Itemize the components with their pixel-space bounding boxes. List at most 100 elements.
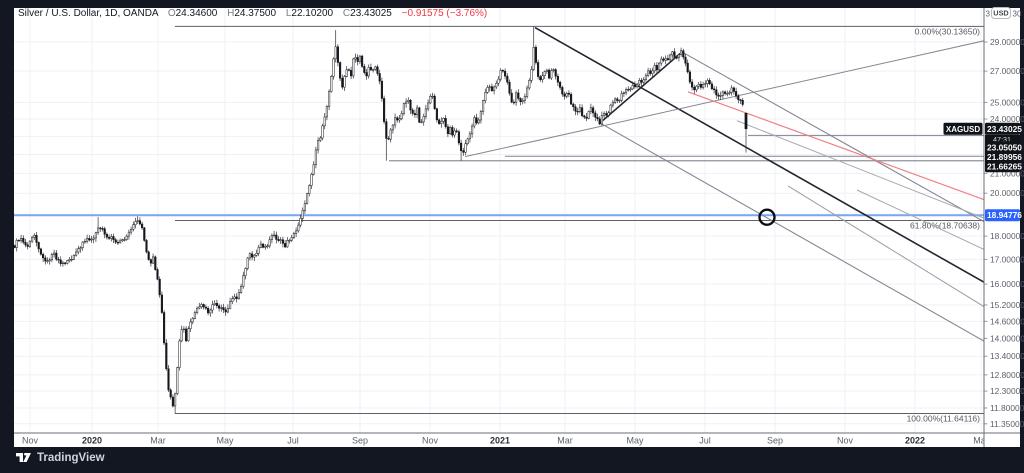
candle-body <box>636 83 639 88</box>
trend-line[interactable] <box>687 91 985 201</box>
candle-body <box>537 62 540 77</box>
candlestick-series[interactable] <box>14 26 748 414</box>
candle-body <box>651 70 654 74</box>
fib-retracement-drawing[interactable]: 0.00%(30.13650) 61.80%(18.70638) 100.00%(1… <box>175 25 984 423</box>
candle-body <box>631 85 634 90</box>
candle-body <box>695 85 698 91</box>
trend-line[interactable] <box>787 185 990 310</box>
candle-body <box>396 117 399 121</box>
candle-body <box>105 234 108 238</box>
candle-body <box>284 243 287 248</box>
candle-body <box>675 57 678 59</box>
candle-body <box>288 239 291 242</box>
candle-body <box>455 130 458 132</box>
close-value: 23.43025 <box>350 8 392 19</box>
candle-body <box>116 242 119 244</box>
candle-body <box>169 389 172 398</box>
candle-body <box>365 72 368 77</box>
candle-body <box>376 66 379 74</box>
trend-line[interactable] <box>464 40 988 158</box>
candle-body <box>449 127 452 134</box>
trend-line[interactable] <box>681 51 988 224</box>
candle-body <box>226 308 229 313</box>
candle-body <box>420 121 423 123</box>
candle-body <box>200 304 203 308</box>
candle-body <box>541 75 544 81</box>
circle-annotation[interactable] <box>758 208 776 226</box>
trend-line[interactable] <box>599 122 988 343</box>
candle-body <box>596 117 599 120</box>
candle-body <box>490 86 493 91</box>
candle-body <box>622 92 625 94</box>
candle-body <box>486 87 489 93</box>
change-value: −0.91575 (−3.76%) <box>401 8 488 19</box>
candle-body <box>336 46 339 63</box>
candle-body <box>587 111 590 119</box>
candle-body <box>50 254 53 261</box>
candle-body <box>653 65 656 72</box>
candle-body <box>708 80 711 85</box>
candle-body <box>374 66 377 70</box>
brand-name[interactable]: TradingView <box>37 451 105 464</box>
candle-body <box>372 69 375 71</box>
tradingview-logo-icon <box>16 453 31 462</box>
price-axis-labels: 29.00000 27.00000 25.00000 24.00000 21.00000… <box>984 7 1024 429</box>
price-badge <box>985 141 1020 154</box>
candle-body <box>22 238 25 243</box>
trend-line[interactable] <box>736 120 990 221</box>
candle-body <box>574 106 577 112</box>
trend-line[interactable] <box>599 51 683 124</box>
candle-body <box>598 118 601 125</box>
trend-line[interactable] <box>534 26 985 284</box>
candle-body <box>614 98 617 103</box>
candle-body <box>387 138 390 140</box>
candle-body <box>325 106 328 118</box>
time-tick-month: Mar <box>557 436 573 446</box>
candle-body <box>693 86 696 91</box>
price-badge-label: 23.43025 <box>987 124 1022 134</box>
candle-body <box>345 69 348 77</box>
trend-line[interactable] <box>856 189 990 252</box>
horizontal-line-drawings[interactable] <box>14 134 984 217</box>
circle-marker-drawing[interactable]: XAGUSD <box>758 122 983 226</box>
candle-body <box>391 124 394 131</box>
candle-body <box>413 113 416 116</box>
candle-body <box>259 243 262 248</box>
currency-unit-label[interactable]: USD <box>993 9 1008 18</box>
candle-body <box>585 116 588 119</box>
candle-body <box>735 91 738 97</box>
time-tick-month: Mar <box>150 436 166 446</box>
trend-line-drawings[interactable] <box>464 26 990 344</box>
price-axis-area[interactable] <box>984 8 1020 447</box>
candle-body <box>495 82 498 88</box>
candle-body <box>130 228 133 233</box>
candle-body <box>138 220 141 225</box>
time-axis-area[interactable] <box>14 433 984 447</box>
candle-body <box>193 312 196 319</box>
symbol-title[interactable]: Silver / U.S. Dollar, 1D, OANDA <box>18 8 159 19</box>
candle-body <box>658 62 661 71</box>
price-badge-label: 21.66265 <box>987 161 1022 171</box>
candle-body <box>231 298 234 302</box>
candle-body <box>572 103 575 108</box>
candle-body <box>273 234 276 237</box>
currency-unit-button[interactable] <box>991 7 1011 19</box>
time-tick-month: Nov <box>422 436 439 446</box>
candle-body <box>246 257 249 269</box>
candle-body <box>567 92 570 95</box>
candle-body <box>488 86 491 88</box>
candle-body <box>688 71 691 83</box>
candle-body <box>721 91 724 96</box>
candle-body <box>559 81 562 88</box>
candle-body <box>64 262 67 264</box>
price-tick-label: 13.40000 <box>990 351 1024 361</box>
candle-body <box>136 220 139 222</box>
candle-body <box>237 292 240 299</box>
price-tick-partial-left: 3 <box>986 10 991 19</box>
candle-body <box>669 54 672 61</box>
candle-body <box>270 235 273 240</box>
candle-body <box>125 235 128 240</box>
candle-body <box>482 100 485 112</box>
candle-body <box>264 245 267 248</box>
